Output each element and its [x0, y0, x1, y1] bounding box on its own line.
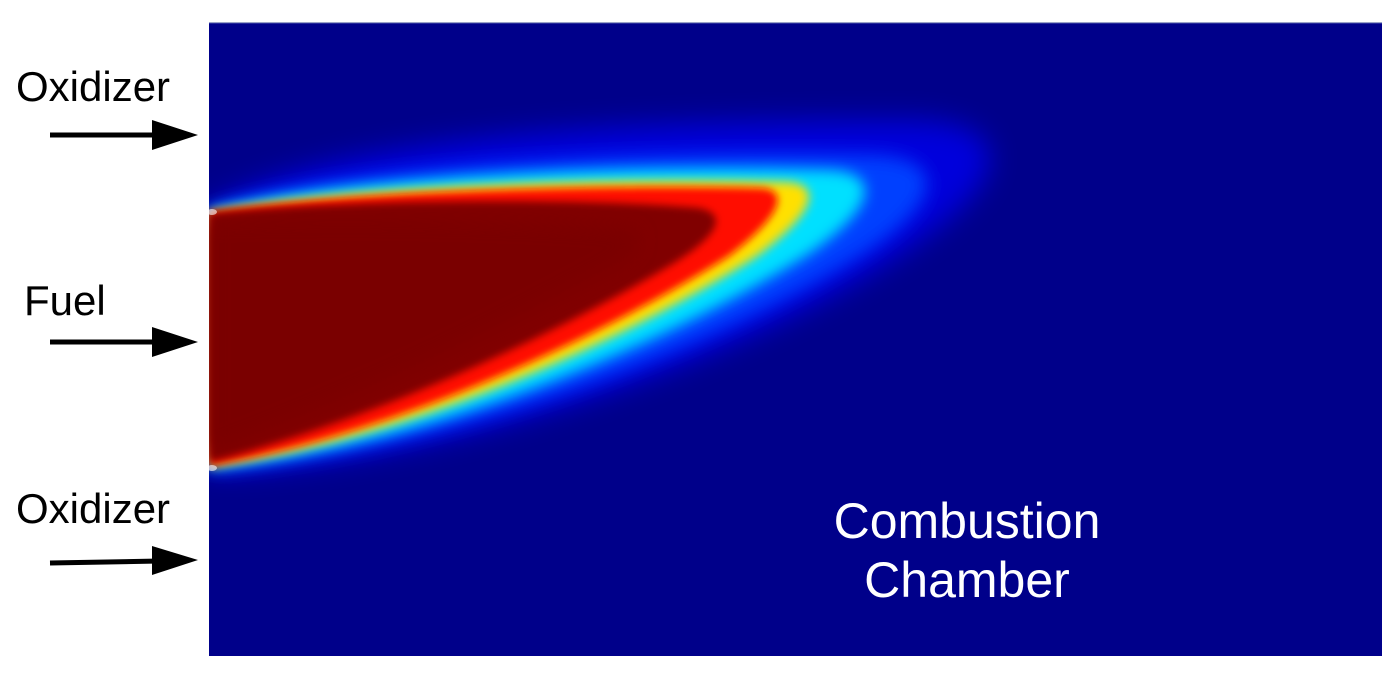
chamber-label-line-1: Combustion [833, 493, 1101, 549]
fuel-arrow-icon [50, 327, 198, 357]
fuel-label: Fuel [24, 277, 106, 324]
oxidizer-top-label: Oxidizer [16, 63, 171, 110]
oxidizer-top-arrow-icon [50, 120, 198, 150]
oxidizer-bottom-arrow-icon [49, 546, 198, 575]
oxidizer-bottom-label: Oxidizer [16, 485, 171, 532]
combustion-chamber [209, 22, 1382, 656]
chamber-label-line-2: Chamber [864, 552, 1070, 608]
inlet-arrows [49, 120, 198, 575]
flame-region [209, 120, 990, 472]
